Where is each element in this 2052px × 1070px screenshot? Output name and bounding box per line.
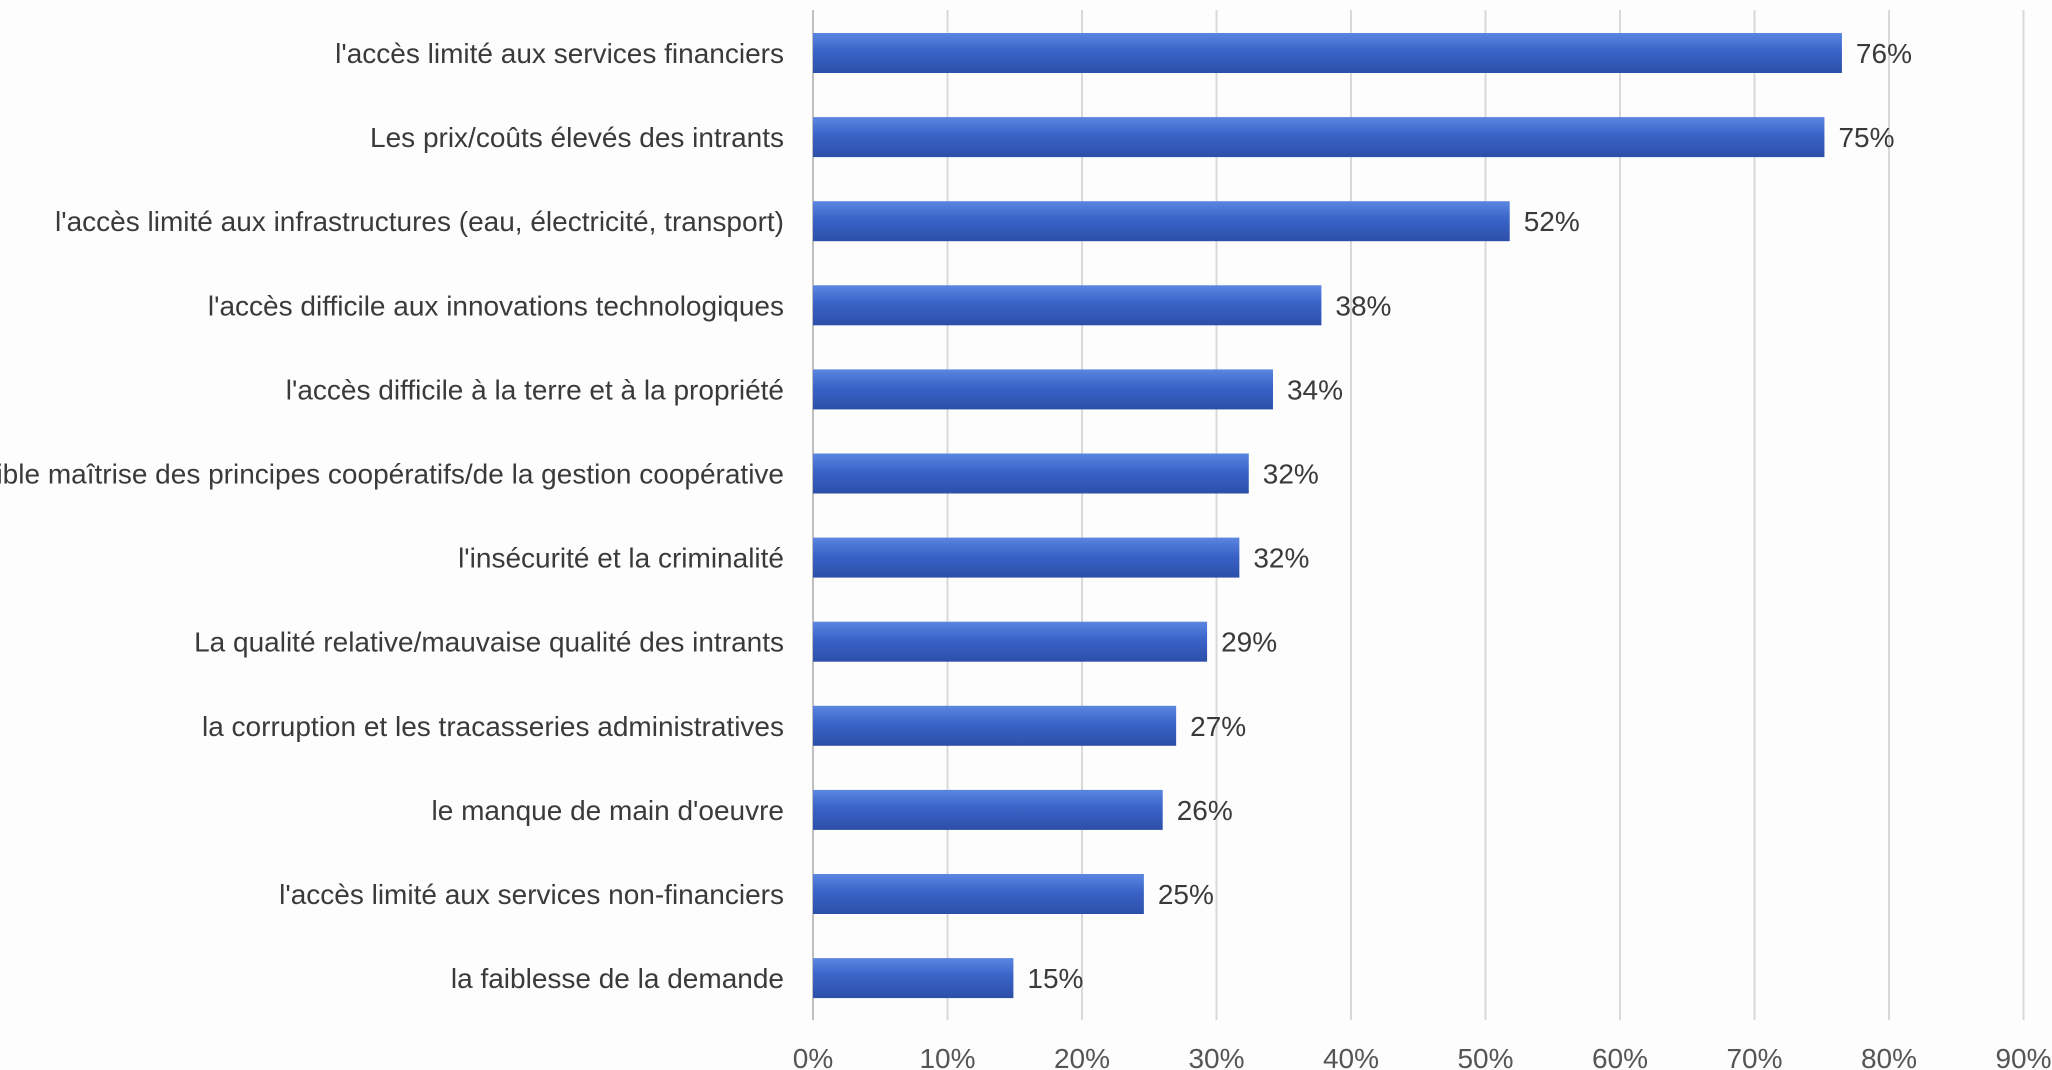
x-tick-label: 40%: [1323, 1043, 1379, 1070]
bar: [813, 117, 1825, 158]
x-axis-tick-labels: 0% 10% 20% 30% 40% 50% 60% 70% 80% 90%: [793, 1043, 2052, 1070]
bar: [813, 201, 1510, 242]
category-label: l'accès limité aux services non-financie…: [279, 879, 784, 910]
bar: [813, 958, 1014, 999]
value-label: 25%: [1158, 879, 1214, 910]
category-label: l'accès difficile aux innovations techno…: [208, 290, 784, 321]
value-label: 34%: [1287, 374, 1343, 405]
x-tick-label: 30%: [1188, 1043, 1244, 1070]
bar: [813, 369, 1273, 410]
category-label: l'accès limité aux infrastructures (eau,…: [55, 206, 784, 237]
x-tick-label: 70%: [1726, 1043, 1782, 1070]
bar: [813, 33, 1842, 73]
value-label: 32%: [1253, 543, 1309, 574]
category-label: Les prix/coûts élevés des intrants: [370, 122, 784, 153]
category-label: la faiblesse de la demande: [451, 963, 784, 994]
x-tick-label: 50%: [1457, 1043, 1513, 1070]
bar: [813, 537, 1240, 578]
value-label: 29%: [1221, 627, 1277, 658]
value-label: 76%: [1856, 38, 1912, 69]
x-tick-label: 20%: [1054, 1043, 1110, 1070]
value-label: 26%: [1177, 795, 1233, 826]
bar: [813, 705, 1177, 746]
bar: [813, 285, 1322, 326]
category-label: l'accès limité aux services financiers: [335, 38, 784, 69]
category-label: le manque de main d'oeuvre: [432, 795, 784, 826]
value-label: 52%: [1524, 206, 1580, 237]
bar: [813, 874, 1144, 914]
value-label: 15%: [1027, 963, 1083, 994]
bar: [813, 621, 1208, 662]
value-label: 32%: [1263, 459, 1319, 490]
value-label: 27%: [1190, 711, 1246, 742]
x-tick-label: 90%: [1995, 1043, 2051, 1070]
x-tick-label: 80%: [1861, 1043, 1917, 1070]
x-tick-label: 0%: [793, 1043, 833, 1070]
value-label: 38%: [1335, 290, 1391, 321]
category-labels: l'accès limité aux services financiers Le…: [0, 38, 784, 994]
bar: [813, 789, 1163, 830]
value-labels: 76% 75% 52% 38% 34% 32% 32% 29% 27% 26% 25% 15%: [1027, 38, 1912, 994]
bar: [813, 453, 1249, 494]
category-label: la corruption et les tracasseries admini…: [202, 711, 784, 742]
category-label: Faible maîtrise des principes coopératif…: [0, 459, 784, 490]
gridlines: [812, 10, 2025, 1020]
x-tick-label: 10%: [919, 1043, 975, 1070]
value-label: 75%: [1838, 122, 1894, 153]
category-label: La qualité relative/mauvaise qualité des…: [194, 627, 784, 658]
x-tick-label: 60%: [1592, 1043, 1648, 1070]
bars: [813, 33, 1842, 999]
category-label: l'accès difficile à la terre et à la pro…: [286, 374, 784, 405]
category-label: l'insécurité et la criminalité: [458, 543, 784, 574]
